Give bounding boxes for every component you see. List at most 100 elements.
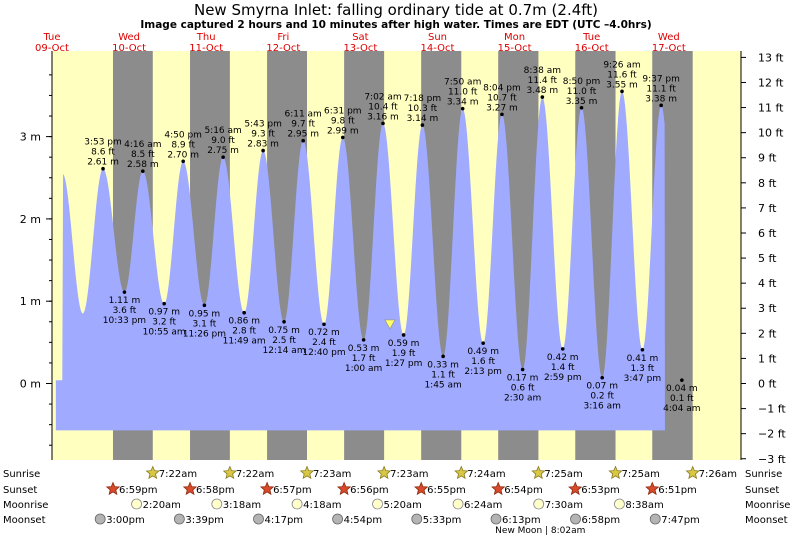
- high-tide-label: 6:31 pm: [324, 106, 362, 116]
- day-date-label: 15-Oct: [498, 43, 532, 54]
- low-tide-label: 2.8 ft: [232, 327, 256, 337]
- low-tide-label: 0.1 ft: [670, 394, 694, 404]
- moonset-icon: [649, 513, 661, 525]
- moonrise-time: 6:24am: [464, 500, 502, 511]
- low-tide-label: 0.2 ft: [590, 392, 614, 402]
- high-tide-dot: [101, 166, 105, 171]
- high-tide-dot: [141, 169, 145, 173]
- high-tide-label: 2.95 m: [287, 130, 319, 140]
- day-name-label: Tue: [42, 32, 60, 43]
- right-tick-label: 4 ft: [758, 277, 777, 290]
- high-tide-label: 2.99 m: [327, 126, 359, 136]
- high-tide-label: 11.1 ft: [646, 84, 676, 94]
- moonrise-time: 7:30am: [545, 500, 583, 511]
- right-tick-label: 10 ft: [758, 127, 784, 140]
- left-tick-label: 0 m: [20, 378, 41, 391]
- low-tide-dot: [401, 333, 406, 337]
- sunrise-time: 7:23am: [390, 469, 428, 480]
- low-tide-dot: [242, 310, 246, 315]
- low-tide-label: 0.07 m: [586, 382, 618, 392]
- day-labels: Tue09-OctWed10-OctThu11-OctFri12-OctSat1…: [35, 32, 686, 54]
- low-tide-label: 3.2 ft: [152, 318, 176, 328]
- left-axis: 3 m 2 m 1 m 0 m: [20, 51, 53, 460]
- day-name-label: Wed: [118, 32, 140, 43]
- day-name-label: Tue: [582, 32, 600, 43]
- day-name-label: Sat: [352, 32, 368, 43]
- low-tide-dot: [560, 347, 565, 351]
- sunrise-time: 7:22am: [236, 469, 274, 480]
- right-tick-label: 3 ft: [758, 302, 777, 315]
- high-tide-label: 11.0 ft: [567, 87, 597, 97]
- sunset-icon: [105, 481, 121, 496]
- low-tide-label: 3.1 ft: [193, 319, 217, 329]
- high-tide-label: 3.35 m: [566, 97, 598, 107]
- low-tide-label: 0.59 m: [388, 339, 420, 349]
- moonset-icon: [411, 513, 423, 525]
- chart-subtitle: Image captured 2 hours and 10 minutes af…: [140, 19, 651, 31]
- low-tide-dot: [162, 301, 166, 306]
- high-tide-label: 8.9 ft: [171, 140, 195, 150]
- high-tide-label: 9.8 ft: [331, 116, 355, 126]
- high-tide-dot: [620, 89, 624, 94]
- moonset-icon: [94, 513, 106, 525]
- sunrise-icon: [145, 465, 160, 480]
- moonset-icon: [570, 513, 581, 525]
- sunset-time: 6:51pm: [658, 485, 697, 496]
- left-tick-label: 1 m: [20, 295, 41, 308]
- day-date-label: 12-Oct: [266, 43, 300, 54]
- low-tide-label: 1.1 ft: [431, 370, 455, 380]
- high-tide-dot: [181, 159, 185, 164]
- right-tick-label: −1 ft: [758, 403, 786, 416]
- low-tide-label: 0.17 m: [507, 374, 539, 384]
- sunrise-time: 7:25am: [622, 469, 660, 480]
- moonset-icon: [490, 513, 502, 525]
- high-tide-dot: [261, 148, 265, 153]
- low-tide-label: 11:49 am: [223, 337, 266, 347]
- high-tide-label: 9.0 ft: [211, 136, 235, 146]
- moonset-time: 3:00pm: [106, 515, 145, 526]
- high-tide-label: 8:04 pm: [483, 83, 521, 93]
- right-tick-label: −3 ft: [758, 453, 786, 466]
- low-tide-label: 12:40 pm: [302, 348, 345, 358]
- right-tick-label: 11 ft: [758, 102, 784, 115]
- sunrise-icon: [608, 465, 623, 480]
- sunset-icon: [645, 481, 660, 496]
- low-tide-dot: [122, 290, 127, 294]
- low-tide-label: 0.72 m: [308, 328, 340, 338]
- moonset-time: 4:54pm: [344, 515, 383, 526]
- high-tide-label: 3:53 pm: [84, 138, 122, 148]
- high-tide-label: 8:38 am: [524, 66, 561, 76]
- day-date-label: 13-Oct: [343, 43, 377, 54]
- moonset-icon: [173, 513, 185, 525]
- high-tide-label: 6:11 am: [284, 110, 321, 120]
- high-tide-dot: [301, 138, 305, 143]
- sunrise-icon: [376, 465, 392, 480]
- high-tide-label: 3.34 m: [447, 98, 479, 108]
- low-tide-label: 0.95 m: [189, 309, 221, 319]
- right-tick-label: 2 ft: [758, 327, 777, 340]
- chart-title: New Smyrna Inlet: falling ordinary tide …: [194, 1, 598, 19]
- high-tide-label: 7:02 am: [364, 92, 401, 102]
- row-label-left: Sunset: [3, 485, 37, 496]
- current-level-marker: [384, 319, 396, 330]
- moonset-icon: [332, 513, 343, 525]
- low-tide-label: 0.41 m: [627, 354, 659, 364]
- low-tide-dot: [520, 367, 525, 372]
- sunset-time: 6:58pm: [196, 485, 235, 496]
- right-tick-label: 9 ft: [758, 152, 777, 165]
- low-tide-label: 2:59 pm: [544, 373, 582, 383]
- low-tide-label: 10:55 am: [143, 328, 186, 338]
- day-date-label: 10-Oct: [112, 43, 146, 54]
- sunset-icon: [336, 481, 352, 496]
- low-tide-label: 1.6 ft: [471, 357, 495, 367]
- high-tide-label: 10.4 ft: [368, 102, 398, 112]
- moonrise-icon: [291, 498, 303, 510]
- high-tide-label: 4:16 am: [124, 140, 161, 150]
- low-tide-label: 1.7 ft: [352, 354, 376, 364]
- high-tide-dot: [340, 135, 345, 140]
- moonrise-time: 3:18am: [223, 500, 261, 511]
- moonset-time: 6:58pm: [582, 515, 621, 526]
- right-tick-label: 12 ft: [758, 76, 784, 89]
- low-tide-dot: [441, 354, 445, 359]
